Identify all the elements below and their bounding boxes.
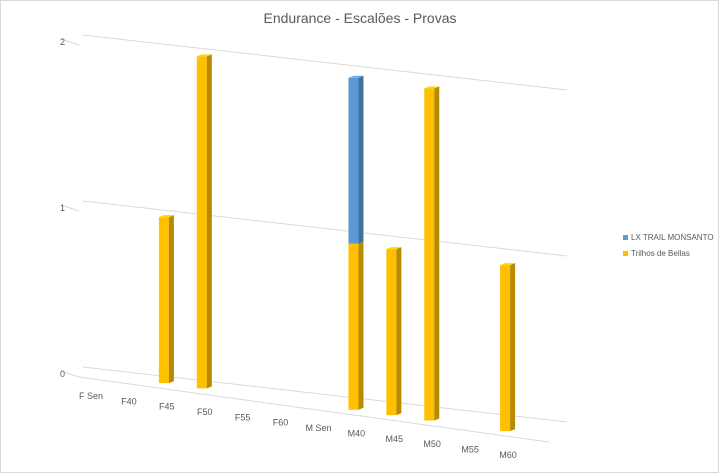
legend-swatch	[623, 251, 628, 256]
y-tick-label: 2	[60, 37, 65, 47]
bar-front	[424, 88, 435, 421]
y-axis-ticks: 0 1 2	[60, 37, 65, 379]
x-tick-label: M60	[499, 450, 517, 460]
bar-front	[500, 265, 511, 432]
legend-swatch	[623, 235, 628, 240]
bar-m40-segment	[386, 247, 402, 416]
bars	[158, 54, 516, 432]
gridline-side	[60, 370, 80, 378]
bar-top	[424, 86, 440, 89]
x-tick-label: F60	[273, 418, 289, 428]
x-tick-label: F Sen	[79, 391, 103, 401]
legend-label: Trilhos de Bellas	[631, 249, 690, 258]
gridline	[82, 200, 568, 257]
bar-m-sen-segment	[348, 75, 364, 244]
floor-edge	[78, 376, 550, 443]
x-axis-ticks: F Sen F40 F45 F50 F55 F60 M Sen M40 M45 M50 M55 M60	[79, 391, 517, 460]
x-tick-label: F55	[235, 412, 251, 422]
legend: LX TRAIL MONSANTO Trilhos de Bellas	[623, 233, 714, 258]
bar-m55-segment	[500, 263, 516, 432]
bar-front	[348, 243, 359, 410]
x-tick-label: F45	[159, 402, 175, 412]
bar-side	[358, 75, 364, 244]
y-tick-label: 0	[60, 369, 65, 379]
gridline-side	[60, 204, 80, 212]
x-tick-label: M40	[348, 428, 366, 438]
gridline	[82, 34, 568, 91]
bar-front	[386, 249, 397, 416]
x-tick-label: M50	[423, 439, 441, 449]
bar-front	[196, 56, 207, 389]
bar-f40-segment	[158, 215, 174, 384]
chart-title: Endurance - Escalões - Provas	[264, 10, 457, 26]
bar-side	[510, 263, 516, 432]
gridline-side	[60, 38, 80, 46]
bar-f45-segment	[196, 54, 212, 389]
bar-side	[358, 241, 364, 410]
bar-front	[158, 217, 169, 384]
bar-top	[196, 54, 212, 57]
bar-top	[158, 215, 174, 218]
x-tick-label: M45	[386, 434, 404, 444]
bar-m-sen-segment	[348, 241, 364, 410]
y-tick-label: 1	[60, 203, 65, 213]
x-tick-label: F40	[121, 396, 137, 406]
bar-m45-segment	[424, 86, 440, 421]
bar-side	[206, 54, 212, 389]
gridline	[82, 366, 568, 423]
x-tick-label: F50	[197, 407, 213, 417]
bar-top	[500, 263, 516, 266]
bar-top	[348, 75, 364, 78]
bar-side	[434, 86, 440, 421]
bar-front	[348, 77, 359, 244]
bar-top	[386, 247, 402, 250]
legend-label: LX TRAIL MONSANTO	[631, 233, 714, 242]
gridlines	[60, 34, 568, 443]
bar-side	[396, 247, 402, 416]
bar-side	[168, 215, 174, 384]
x-tick-label: M Sen	[305, 423, 331, 433]
x-tick-label: M55	[461, 444, 479, 454]
